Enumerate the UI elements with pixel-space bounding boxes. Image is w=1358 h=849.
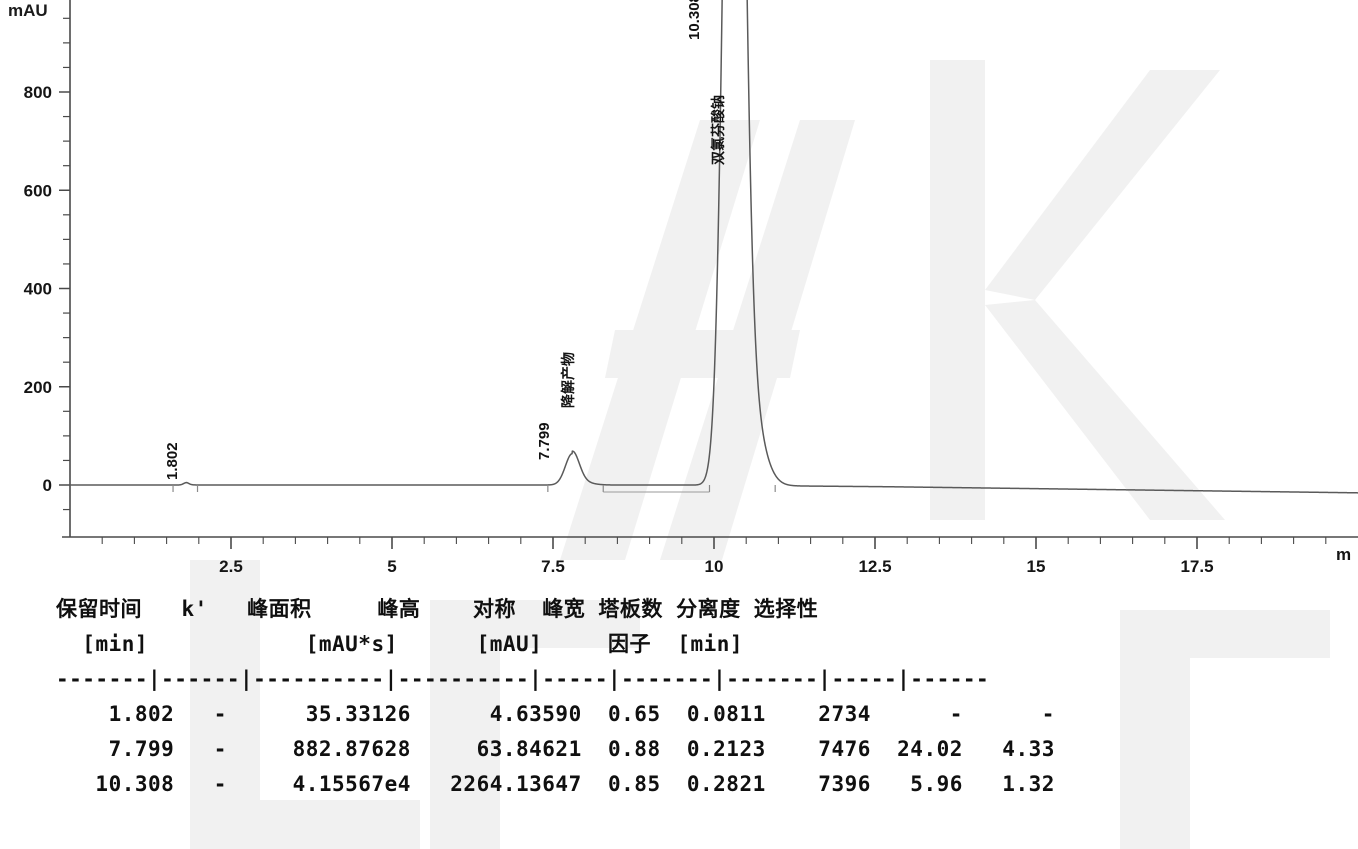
peak-label-10308: 10.308 (686, 0, 703, 40)
x-tick-label: 5 (387, 557, 396, 576)
col-header-peak-height: 峰高 (377, 597, 421, 621)
peak-annotations: 1.802 7.799 降解产物 10.308 双氯芬酸钠 (164, 0, 727, 480)
x-axis-unit-label: m (1336, 545, 1351, 564)
table-header-line2: [min] [mAU*s] [mAU] 因子 [min] (0, 627, 1358, 662)
x-tick-label: 7.5 (541, 557, 565, 576)
y-tick-label: 600 (24, 181, 52, 200)
y-tick-label: 200 (24, 378, 52, 397)
x-tick-label: 17.5 (1180, 557, 1213, 576)
chromatogram-chart: mAU 0 200 400 600 800 2.5 5 7.5 10 12.5 15 17.5 m … (8, 0, 1358, 576)
y-tick-label: 400 (24, 280, 52, 299)
col-header-peak-width: 峰宽 (542, 597, 586, 621)
x-tick-label: 2.5 (219, 557, 243, 576)
col-unit-symmetry: 因子 (608, 632, 652, 656)
col-header-peak-area: 峰面积 (247, 597, 312, 621)
col-header-symmetry: 对称 (472, 597, 516, 621)
col-header-resolution: 分离度 (676, 597, 741, 621)
x-tick-label: 12.5 (858, 557, 891, 576)
y-axis-unit-label: mAU (8, 1, 48, 20)
col-unit-retention-time: [min] (82, 632, 149, 656)
integration-markers (172, 485, 776, 493)
col-header-retention-time: 保留时间 (56, 597, 142, 621)
table-separator: -------|------|----------|----------|---… (56, 667, 990, 691)
peak-compound-degradation: 降解产物 (560, 352, 577, 408)
y-tick-label: 800 (24, 83, 52, 102)
table-body: 1.802 - 35.33126 4.63590 0.65 0.0811 273… (95, 702, 1055, 796)
y-axis-ticks: 0 200 400 600 800 (24, 17, 70, 511)
peak-compound-diclofenac: 双氯芬酸钠 (710, 95, 727, 165)
col-header-plate-number: 塔板数 (598, 597, 663, 621)
peak-label-7799: 7.799 (536, 422, 553, 460)
x-tick-label: 10 (705, 557, 724, 576)
col-unit-peak-area: [mAU*s] (305, 632, 398, 656)
col-header-selectivity: 选择性 (753, 597, 819, 621)
chromatogram-trace (69, 0, 1358, 494)
table-header-line1: 保留时间 k' 峰面积 峰高 对称 峰宽 塔板数 分离度 选择性 (0, 592, 1358, 627)
peak-label-1802: 1.802 (164, 442, 181, 480)
col-header-k-prime: k' (181, 597, 208, 621)
x-axis-ticks: 2.5 5 7.5 10 12.5 15 17.5 (101, 537, 1327, 576)
col-unit-peak-width: [min] (677, 632, 744, 656)
peak-results-table: 保留时间 k' 峰面积 峰高 对称 峰宽 塔板数 分离度 选择性 [min] [… (0, 592, 1358, 802)
col-unit-peak-height: [mAU] (476, 632, 543, 656)
x-tick-label: 15 (1027, 557, 1046, 576)
y-tick-label: 0 (43, 476, 52, 495)
